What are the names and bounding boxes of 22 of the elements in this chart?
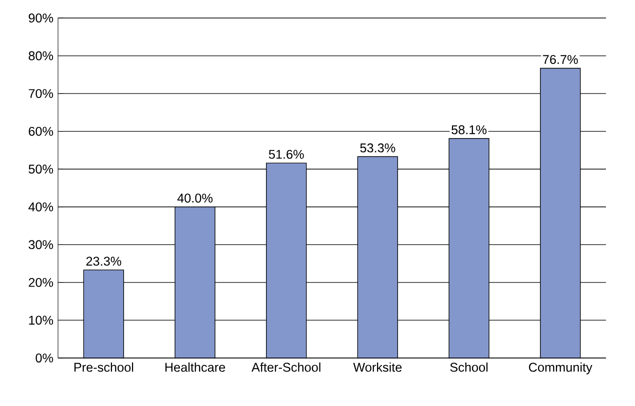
data-label: 40.0% [177,194,213,203]
data-label: 58.1% [452,125,486,134]
y-tick-label: 50% [28,164,54,174]
y-tick-label: 0% [36,354,54,362]
y-tick-label: 10% [29,316,54,325]
y-tick-label: 80% [28,51,54,60]
x-tick-label: Pre-school [74,362,134,372]
data-label: 51.6% [268,150,304,159]
y-tick-label: 20% [28,278,54,287]
data-label: 53.3% [360,143,396,152]
data-label: 23.3% [86,256,122,266]
y-tick-label: 40% [28,202,54,212]
x-tick-label: After-School [252,362,320,372]
x-tick-label: Worksite [353,362,402,372]
x-tick-label: Healthcare [165,362,226,372]
y-tick-label: 60% [28,126,54,136]
y-tick-label: 90% [28,14,54,22]
x-tick-label: School [450,362,488,372]
y-tick-label: 30% [28,240,54,250]
data-label: 76.7% [543,55,578,64]
x-tick-label: Community [528,362,592,374]
y-tick-label: 70% [28,89,54,98]
